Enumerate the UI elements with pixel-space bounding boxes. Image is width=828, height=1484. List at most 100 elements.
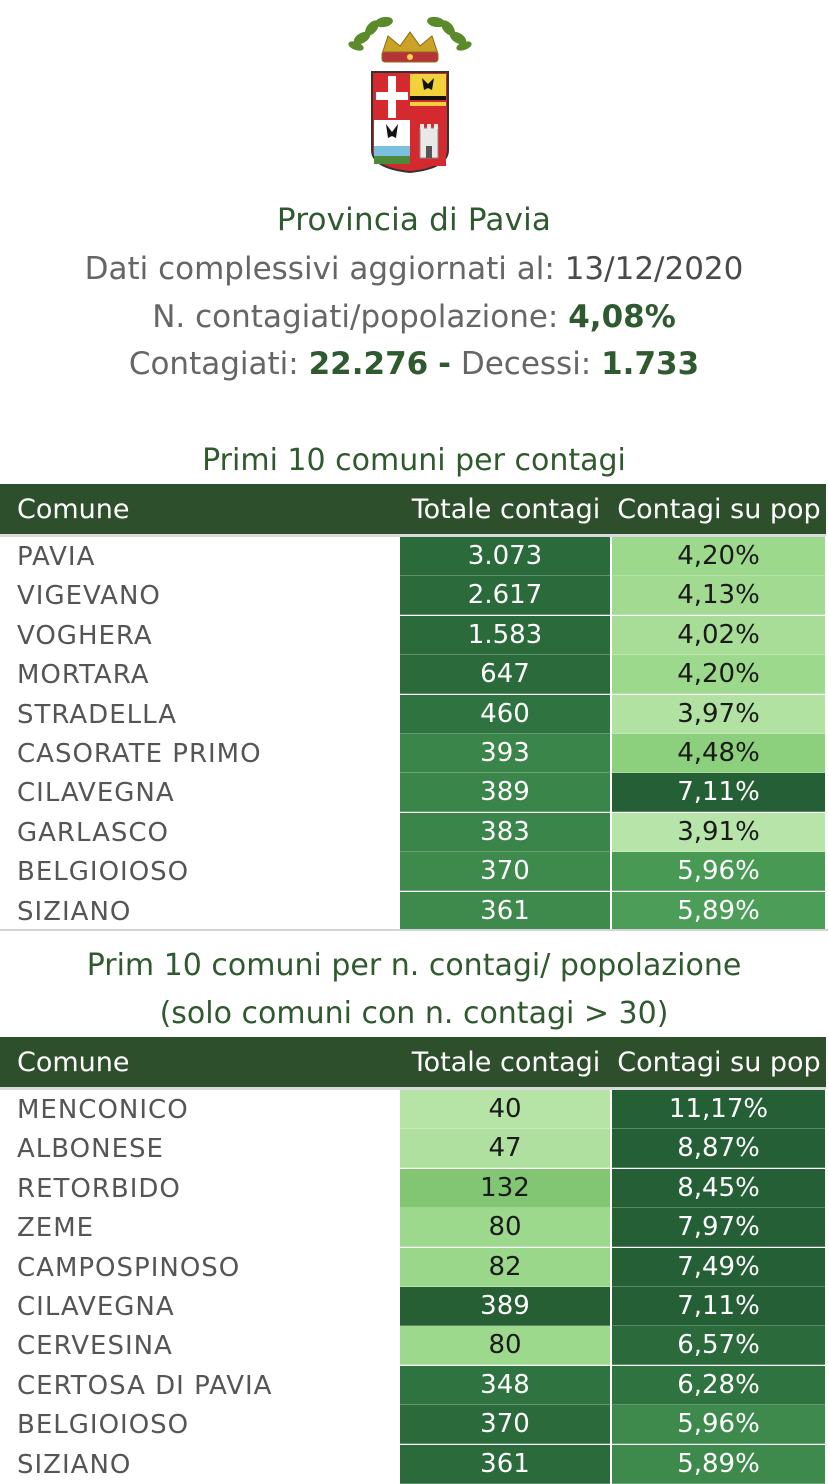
table-row: RETORBIDO 132 8,45% [0,1168,828,1208]
cases-value: 22.276 [308,346,429,382]
table1-divider [0,929,828,931]
contagi-su-pop-cell: 7,11% [612,773,825,813]
table2-header: Comune Totale contagi Contagi su pop [0,1037,826,1090]
table2-title-line1: Prim 10 comuni per n. contagi/ popolazio… [86,948,742,983]
table-row: ALBONESE 47 8,87% [0,1129,828,1169]
comune-name: CILAVEGNA [17,778,175,809]
comune-name: CASORATE PRIMO [17,739,262,769]
deaths-value: 1.733 [601,346,700,382]
table-row: MENCONICO 40 11,17% [0,1090,828,1129]
table-row: GARLASCO 383 3,91% [0,812,828,852]
contagi-su-pop-cell: 6,28% [612,1365,825,1405]
contagi-su-pop-cell: 8,45% [612,1168,825,1208]
totale-contagi-cell: 82 [400,1247,610,1287]
contagi-su-pop-cell: 4,13% [612,576,825,616]
totale-contagi-cell: 80 [400,1208,610,1248]
table1-col-totale: Totale contagi [411,494,601,525]
table-row: SIZIANO 361 5,89% [0,1444,828,1484]
table-row: MORTARA 647 4,20% [0,655,828,695]
totale-contagi-cell: 389 [400,1287,610,1326]
contagi-su-pop-cell: 7,49% [612,1247,825,1287]
totale-contagi-cell: 370 [400,852,610,892]
table-row: ZEME 80 7,97% [0,1208,828,1248]
updated-date: 13/12/2020 [564,251,744,287]
table-row: CERTOSA DI PAVIA 348 6,28% [0,1365,828,1405]
comune-name: STRADELLA [17,699,177,730]
comune-name: BELGIOIOSO [17,857,190,888]
contagi-su-pop-cell: 5,89% [612,1444,825,1484]
totals-separator: - [438,346,451,382]
comune-name: CERVESINA [17,1331,173,1362]
table-row: CERVESINA 80 6,57% [0,1326,828,1366]
deaths-label: Decessi: [460,346,592,382]
ratio-line: N. contagiati/popolazione: 4,08% [0,299,828,335]
table-row: VOGHERA 1.583 4,02% [0,615,828,655]
comune-name: MORTARA [17,660,150,691]
totale-contagi-cell: 389 [400,773,610,813]
table-row: CILAVEGNA 389 7,11% [0,773,828,813]
comune-name: MENCONICO [17,1095,189,1125]
table-row: CASORATE PRIMO 393 4,48% [0,734,828,773]
table1-title: Primi 10 comuni per contagi [202,443,626,478]
table-row: BELGIOIOSO 370 5,96% [0,1405,828,1445]
table-row: SIZIANO 361 5,89% [0,891,828,931]
comune-name: CAMPOSPINOSO [17,1252,241,1283]
table-row: PAVIA 3.073 4,20% [0,537,828,576]
table-row: STRADELLA 460 3,97% [0,694,828,734]
table-row: VIGEVANO 2.617 4,13% [0,576,828,616]
totale-contagi-cell: 2.617 [400,576,610,616]
table2-col-comune: Comune [17,1047,130,1078]
totale-contagi-cell: 393 [400,734,610,773]
totale-contagi-cell: 383 [400,812,610,852]
contagi-su-pop-cell: 7,97% [612,1208,825,1248]
ratio-value: 4,08% [568,299,676,335]
table1-header: Comune Totale contagi Contagi su pop [0,484,826,537]
contagi-su-pop-cell: 3,91% [612,812,825,852]
contagi-su-pop-cell: 6,57% [612,1326,825,1366]
table2-col-pop: Contagi su pop [617,1047,821,1078]
totale-contagi-cell: 361 [400,891,610,931]
comune-name: PAVIA [17,542,96,572]
totals-line: Contagiati: 22.276 - Decessi: 1.733 [0,346,828,382]
ratio-label: N. contagiati/popolazione: [152,299,559,335]
comune-name: VOGHERA [17,620,153,651]
contagi-su-pop-cell: 5,96% [612,852,825,892]
contagi-su-pop-cell: 7,11% [612,1287,825,1326]
totale-contagi-cell: 3.073 [400,537,610,576]
totale-contagi-cell: 40 [400,1090,610,1129]
contagi-su-pop-cell: 8,87% [612,1129,825,1169]
comune-name: CERTOSA DI PAVIA [17,1370,273,1401]
contagi-su-pop-cell: 4,20% [612,537,825,576]
comune-name: CILAVEGNA [17,1292,175,1322]
table1-col-pop: Contagi su pop [617,494,821,525]
totale-contagi-cell: 361 [400,1444,610,1484]
table-row: CAMPOSPINOSO 82 7,49% [0,1247,828,1287]
comune-name: SIZIANO [17,896,132,927]
updated-line: Dati complessivi aggiornati al: 13/12/20… [0,251,828,287]
totale-contagi-cell: 80 [400,1326,610,1366]
table2-col-totale: Totale contagi [411,1047,601,1078]
comune-name: BELGIOIOSO [17,1410,190,1441]
comune-name: ALBONESE [17,1134,164,1165]
totale-contagi-cell: 1.583 [400,615,610,655]
updated-label: Dati complessivi aggiornati al: [84,251,555,287]
comune-name: ZEME [17,1213,95,1244]
totale-contagi-cell: 348 [400,1365,610,1405]
page-title: Provincia di Pavia [276,202,552,238]
comune-name: VIGEVANO [17,581,161,612]
contagi-su-pop-cell: 4,20% [612,655,825,695]
table-row: BELGIOIOSO 370 5,96% [0,852,828,892]
contagi-su-pop-cell: 5,89% [612,891,825,931]
totale-contagi-cell: 132 [400,1168,610,1208]
cases-label: Contagiati: [128,346,299,382]
totale-contagi-cell: 460 [400,694,610,734]
totale-contagi-cell: 647 [400,655,610,695]
table-row: CILAVEGNA 389 7,11% [0,1287,828,1326]
contagi-su-pop-cell: 3,97% [612,694,825,734]
contagi-su-pop-cell: 4,02% [612,615,825,655]
comune-name: GARLASCO [17,817,169,848]
totale-contagi-cell: 47 [400,1129,610,1169]
totale-contagi-cell: 370 [400,1405,610,1445]
contagi-su-pop-cell: 5,96% [612,1405,825,1445]
province-crest-logo [348,16,472,174]
